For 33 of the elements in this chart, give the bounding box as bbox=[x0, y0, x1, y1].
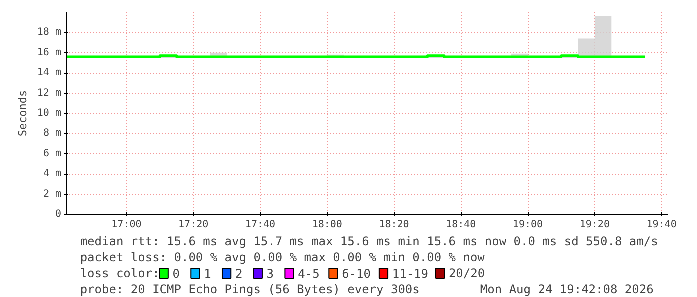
x-tick-label: 17:40 bbox=[245, 220, 276, 230]
y-tick-label: 2 m bbox=[43, 188, 62, 200]
text: probe: 20 ICMP Echo Pings (56 Bytes) every 300s bbox=[80, 282, 420, 296]
y-tick-label: 14 m bbox=[37, 68, 62, 79]
legend-label: 3 bbox=[266, 267, 274, 281]
legend-label: 0 bbox=[172, 267, 180, 281]
text: Mon Aug 24 19:42:08 2026 bbox=[480, 282, 654, 296]
x-tick-label: 18:20 bbox=[379, 220, 410, 230]
legend-label: 11-19 bbox=[392, 267, 428, 281]
y-tick-label: 4 m bbox=[43, 168, 62, 180]
y-tick-label: 12 m bbox=[37, 88, 62, 99]
x-tick-label: 19:20 bbox=[580, 220, 610, 230]
text: packet loss: 0.00 % avg 0.00 % max 0.00 % min 0.00 % now bbox=[80, 250, 486, 264]
legend-label: 1 bbox=[204, 267, 212, 281]
x-tick-label: 19:40 bbox=[646, 220, 677, 230]
y-tick-label: 16 m bbox=[37, 47, 62, 58]
legend-title: loss color: bbox=[80, 266, 160, 280]
legend-label: 4-5 bbox=[298, 267, 320, 281]
x-tick-label: 17:20 bbox=[178, 220, 209, 230]
legend-label: 2 bbox=[235, 267, 243, 281]
x-tick-label: 18:00 bbox=[312, 220, 342, 230]
y-tick-label: 10 m bbox=[37, 108, 62, 119]
y-tick-label: 18 m bbox=[37, 27, 62, 38]
y-tick-label: 6 m bbox=[43, 148, 62, 160]
x-tick-label: 19:00 bbox=[512, 220, 544, 230]
x-tick-label: 17:00 bbox=[112, 220, 142, 230]
y-axis-title: Seconds bbox=[16, 90, 30, 137]
y-tick-label: 8 m bbox=[43, 128, 62, 140]
y-tick-label: 0 bbox=[55, 209, 62, 220]
legend-label: 20/20 bbox=[448, 266, 486, 280]
x-tick-label: 18:40 bbox=[446, 220, 476, 230]
legend-label: 6-10 bbox=[342, 267, 372, 281]
text: median rtt: 15.6 ms avg 15.7 ms max 15.6 ms min 15.6 ms now 0.0 ms sd 550.8 am/s bbox=[80, 234, 658, 248]
